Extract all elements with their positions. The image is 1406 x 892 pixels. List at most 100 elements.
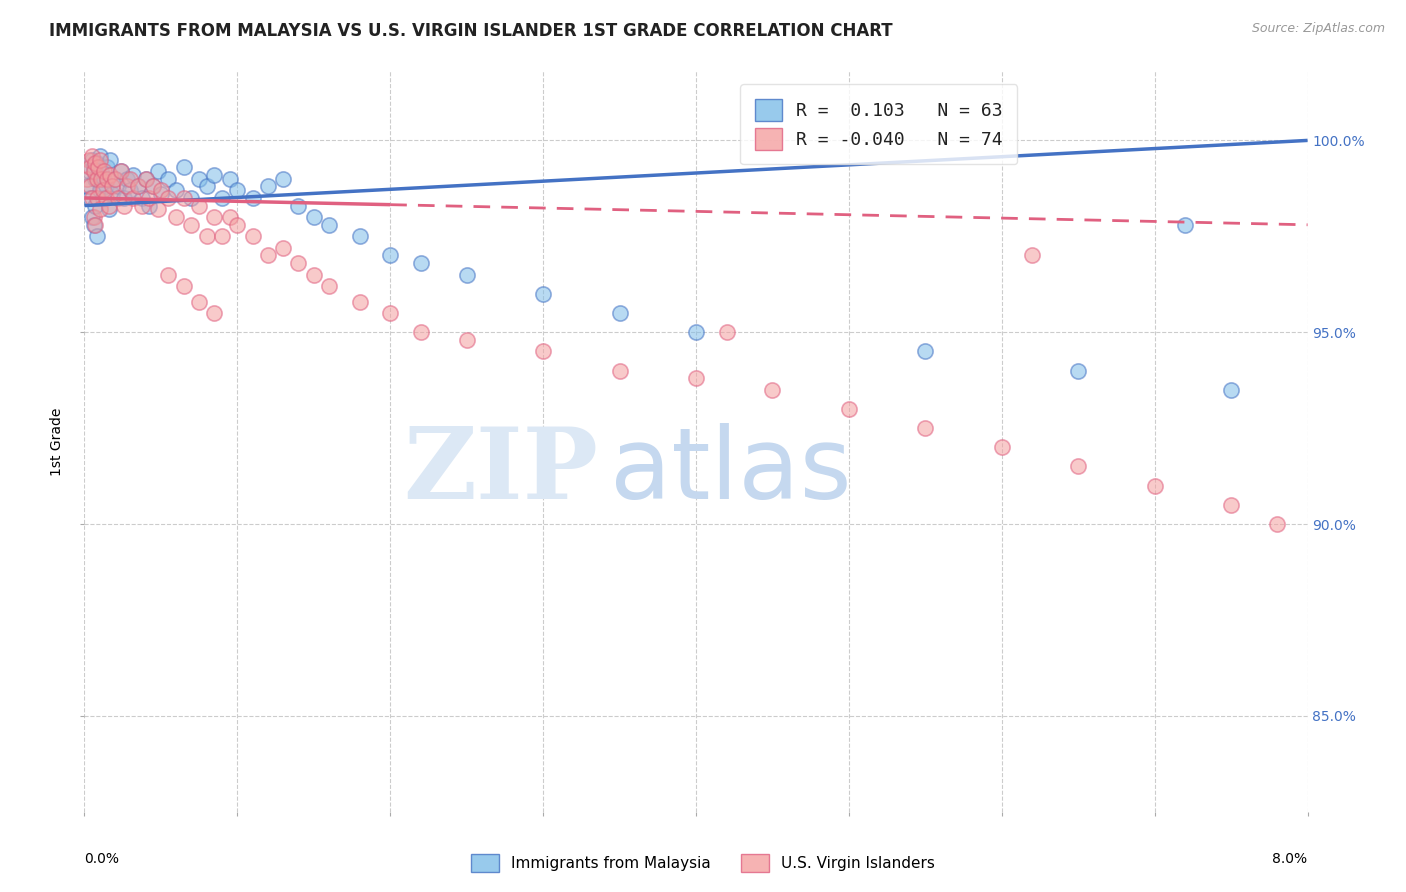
- Point: [122, 168, 145, 182]
- Point: [135, 171, 157, 186]
- Text: Source: ZipAtlas.com: Source: ZipAtlas.com: [1251, 22, 1385, 36]
- Point: [97, 199, 120, 213]
- Point: [1220, 383, 1243, 397]
- Point: [120, 171, 142, 186]
- Point: [609, 306, 631, 320]
- Point: [409, 325, 432, 339]
- Point: [349, 294, 371, 309]
- Point: [80, 191, 103, 205]
- Point: [188, 171, 211, 186]
- Point: [86, 156, 108, 170]
- Point: [188, 294, 211, 309]
- Point: [91, 191, 114, 205]
- Point: [456, 268, 478, 282]
- Point: [1174, 218, 1197, 232]
- Point: [115, 171, 138, 186]
- Point: [101, 179, 124, 194]
- Point: [1265, 516, 1288, 531]
- Point: [98, 153, 121, 167]
- Point: [76, 179, 98, 194]
- Point: [302, 210, 325, 224]
- Point: [110, 164, 132, 178]
- Point: [87, 168, 110, 182]
- Point: [157, 268, 180, 282]
- Point: [96, 171, 118, 186]
- Text: ZIP: ZIP: [404, 423, 598, 520]
- Point: [1067, 363, 1090, 377]
- Point: [112, 199, 135, 213]
- Text: atlas: atlas: [610, 423, 852, 520]
- Point: [131, 199, 153, 213]
- Text: 8.0%: 8.0%: [1272, 853, 1308, 866]
- Legend: Immigrants from Malaysia, U.S. Virgin Islanders: Immigrants from Malaysia, U.S. Virgin Is…: [464, 846, 942, 880]
- Point: [609, 363, 631, 377]
- Point: [101, 187, 124, 202]
- Point: [349, 229, 371, 244]
- Point: [84, 199, 107, 213]
- Point: [94, 191, 117, 205]
- Point: [211, 191, 233, 205]
- Point: [84, 218, 107, 232]
- Point: [115, 179, 138, 194]
- Point: [96, 161, 118, 175]
- Point: [838, 401, 860, 416]
- Text: 0.0%: 0.0%: [84, 853, 120, 866]
- Point: [302, 268, 325, 282]
- Point: [380, 248, 402, 262]
- Point: [1021, 248, 1043, 262]
- Point: [188, 199, 211, 213]
- Point: [173, 279, 195, 293]
- Point: [127, 179, 149, 194]
- Point: [90, 164, 112, 178]
- Point: [914, 344, 936, 359]
- Point: [257, 248, 280, 262]
- Point: [83, 210, 105, 224]
- Point: [107, 179, 129, 194]
- Point: [89, 153, 111, 167]
- Point: [914, 421, 936, 435]
- Point: [761, 383, 783, 397]
- Point: [104, 171, 127, 186]
- Point: [142, 179, 165, 194]
- Legend: R =  0.103   N = 63, R = -0.040   N = 74: R = 0.103 N = 63, R = -0.040 N = 74: [740, 84, 1017, 164]
- Point: [89, 149, 111, 163]
- Point: [90, 171, 112, 186]
- Point: [146, 202, 169, 217]
- Point: [107, 191, 129, 205]
- Point: [149, 183, 172, 197]
- Point: [180, 191, 202, 205]
- Point: [80, 210, 103, 224]
- Point: [120, 183, 142, 197]
- Point: [685, 325, 707, 339]
- Point: [173, 191, 195, 205]
- Point: [77, 164, 100, 178]
- Point: [146, 164, 169, 178]
- Point: [86, 171, 108, 186]
- Point: [318, 279, 340, 293]
- Point: [79, 161, 101, 175]
- Point: [271, 241, 294, 255]
- Point: [83, 164, 105, 178]
- Point: [77, 153, 100, 167]
- Point: [531, 286, 554, 301]
- Point: [80, 153, 103, 167]
- Point: [83, 218, 105, 232]
- Point: [211, 229, 233, 244]
- Point: [79, 191, 101, 205]
- Point: [202, 306, 225, 320]
- Y-axis label: 1st Grade: 1st Grade: [51, 408, 65, 475]
- Point: [94, 179, 117, 194]
- Point: [218, 171, 240, 186]
- Point: [195, 179, 218, 194]
- Text: IMMIGRANTS FROM MALAYSIA VS U.S. VIRGIN ISLANDER 1ST GRADE CORRELATION CHART: IMMIGRANTS FROM MALAYSIA VS U.S. VIRGIN …: [49, 22, 893, 40]
- Point: [93, 171, 115, 186]
- Point: [80, 149, 103, 163]
- Point: [138, 191, 160, 205]
- Point: [83, 161, 105, 175]
- Point: [257, 179, 280, 194]
- Point: [165, 183, 187, 197]
- Point: [84, 156, 107, 170]
- Point: [112, 191, 135, 205]
- Point: [202, 168, 225, 182]
- Point: [91, 183, 114, 197]
